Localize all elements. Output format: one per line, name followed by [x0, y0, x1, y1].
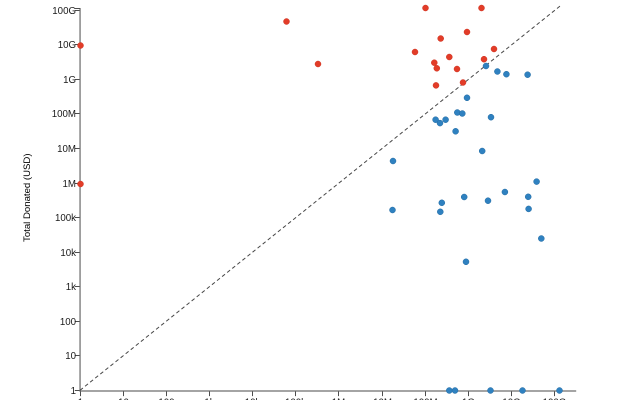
svg-text:100M: 100M [413, 397, 437, 400]
svg-text:1k: 1k [66, 282, 76, 293]
svg-text:1k: 1k [204, 397, 214, 400]
svg-text:10G: 10G [502, 397, 520, 400]
svg-text:10: 10 [118, 397, 129, 400]
svg-text:100M: 100M [52, 109, 76, 120]
svg-text:100G: 100G [543, 397, 567, 400]
svg-text:100: 100 [158, 397, 175, 400]
svg-text:10G: 10G [58, 40, 76, 51]
svg-text:10M: 10M [373, 397, 392, 400]
svg-text:100k: 100k [285, 397, 306, 400]
svg-text:10M: 10M [57, 144, 76, 155]
svg-text:1: 1 [71, 386, 76, 397]
svg-text:100G: 100G [52, 6, 76, 17]
svg-text:1G: 1G [462, 397, 475, 400]
svg-text:10k: 10k [245, 397, 261, 400]
svg-text:10k: 10k [60, 248, 76, 259]
svg-text:Total Donated (USD): Total Donated (USD) [22, 153, 33, 242]
svg-text:1M: 1M [332, 397, 345, 400]
svg-text:1G: 1G [63, 75, 76, 86]
svg-text:1: 1 [78, 397, 83, 400]
svg-text:10: 10 [65, 351, 76, 362]
svg-text:100k: 100k [55, 213, 76, 224]
svg-text:1M: 1M [63, 179, 76, 190]
svg-text:100: 100 [60, 317, 77, 328]
